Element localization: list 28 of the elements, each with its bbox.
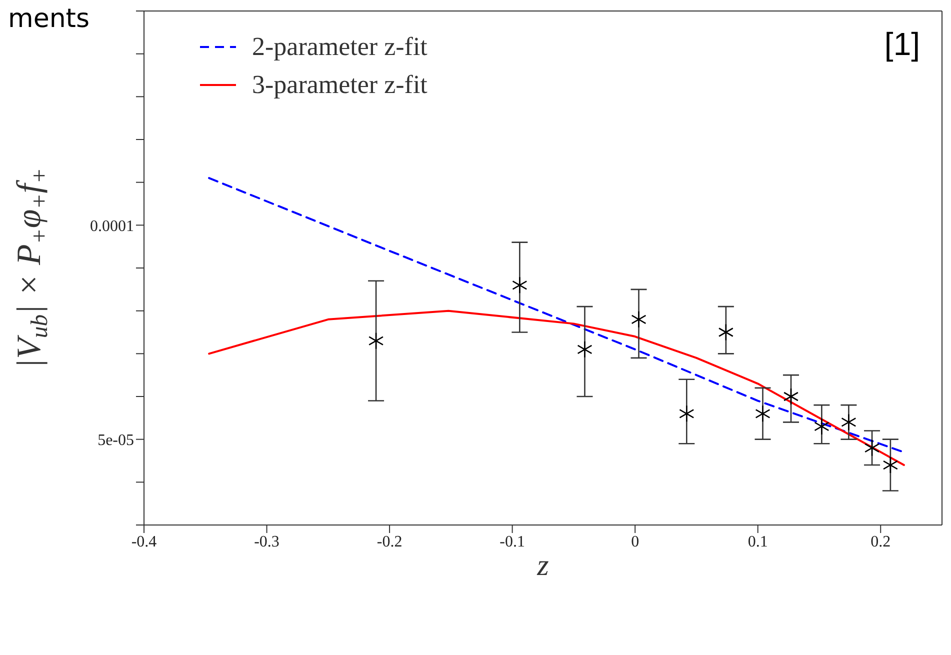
annotation: [1] <box>884 26 920 63</box>
text: ments <box>8 4 90 34</box>
point <box>882 456 898 474</box>
x-tick-label: 0 <box>631 533 640 550</box>
legend-label: 2-parameter z-fit <box>252 31 428 63</box>
point <box>631 310 646 328</box>
x-axis-title: z <box>536 549 550 582</box>
point <box>841 414 856 431</box>
point <box>864 439 880 457</box>
point <box>512 276 528 294</box>
x-tick-label: -0.4 <box>131 533 157 550</box>
y-tick-label: 0.0001 <box>90 218 134 235</box>
x-tick-label: -0.1 <box>500 533 525 550</box>
x-tick-label: -0.2 <box>376 533 402 550</box>
x-tick-label: -0.3 <box>254 533 280 550</box>
x-tick-label: 0.1 <box>748 533 768 550</box>
point <box>368 332 384 350</box>
y-tick-label: 5e-05 <box>98 432 134 450</box>
point <box>755 404 770 422</box>
line-series <box>208 177 905 454</box>
line-series <box>208 310 905 466</box>
x-tick-label: 0.2 <box>870 533 891 550</box>
point <box>577 340 592 358</box>
point <box>718 324 734 341</box>
legend-label: 3-parameter z-fit <box>252 69 428 101</box>
point <box>814 418 830 436</box>
point <box>679 404 694 422</box>
point <box>783 388 799 406</box>
